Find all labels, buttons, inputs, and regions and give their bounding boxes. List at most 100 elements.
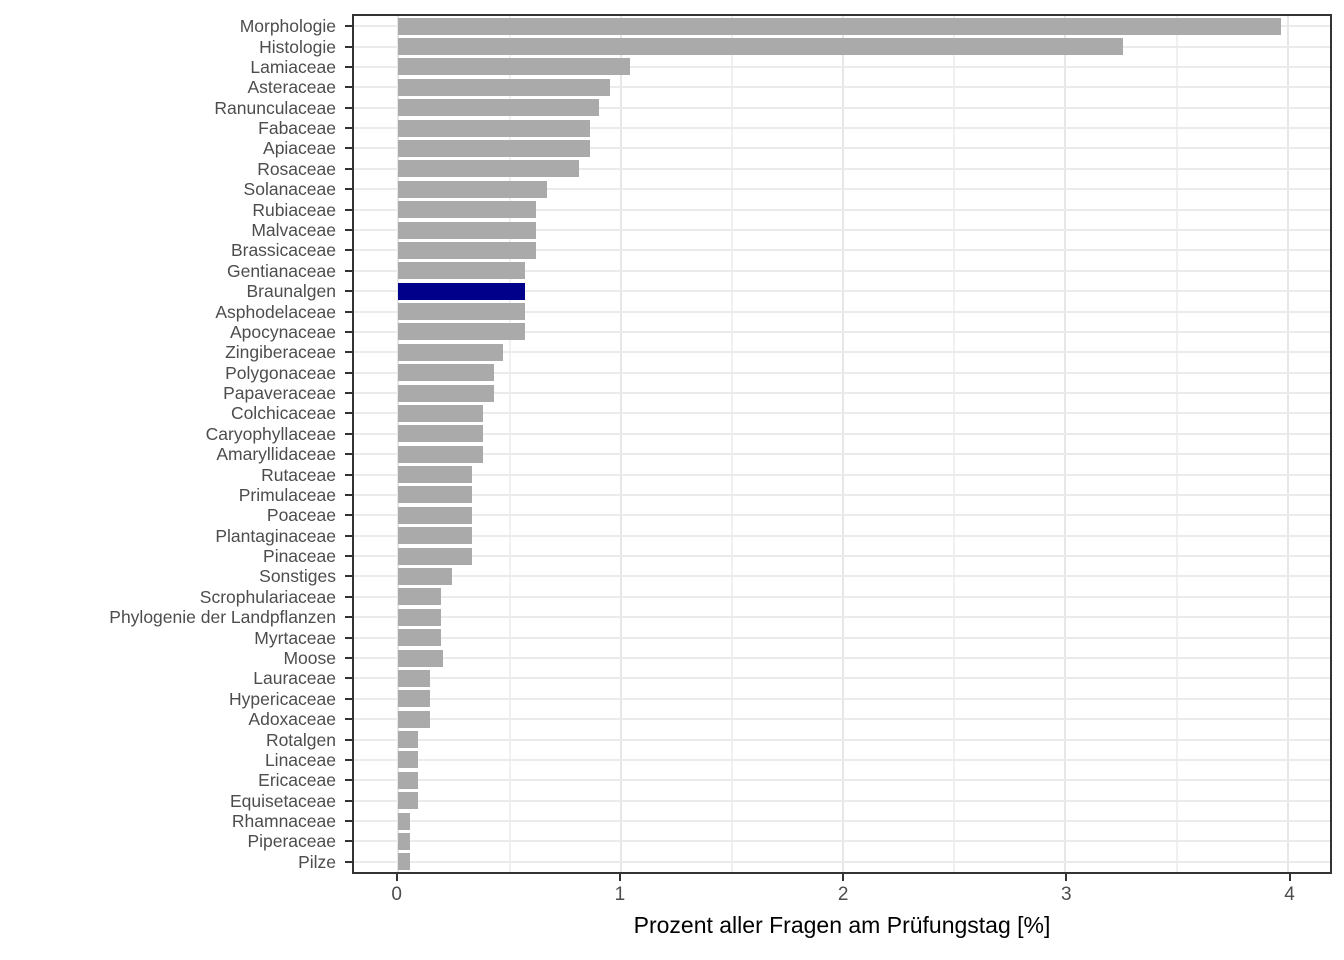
y-tick-label: Myrtaceae [254, 627, 336, 648]
y-tick-label: Brassicaceae [230, 240, 336, 261]
y-tick-mark [345, 616, 352, 619]
gridline-major-y [354, 167, 1330, 170]
bar-moose [398, 649, 443, 667]
bar-scrophulariaceae [398, 588, 441, 606]
y-tick-mark [345, 412, 352, 415]
gridline-major-y [354, 392, 1330, 395]
y-tick-mark [345, 820, 352, 823]
gridline-major-y [354, 127, 1330, 130]
y-tick-label: Pinaceae [263, 546, 336, 567]
gridline-major-y [354, 595, 1330, 598]
y-tick-label: Morphologie [239, 16, 336, 37]
gridline-major-y [354, 493, 1330, 496]
y-tick-mark [345, 167, 352, 170]
bar-primulaceae [398, 486, 472, 504]
gridline-major-y [354, 779, 1330, 782]
bar-poaceae [398, 506, 472, 524]
y-tick-mark [345, 840, 352, 843]
x-tick-label: 3 [1061, 884, 1072, 905]
gridline-major-x [1064, 16, 1067, 872]
y-tick-label: Scrophulariaceae [199, 586, 336, 607]
y-tick-label: Lamiaceae [250, 56, 336, 77]
y-tick-label: Apocynaceae [229, 321, 336, 342]
y-tick-mark [345, 453, 352, 456]
gridline-major-y [354, 534, 1330, 537]
y-tick-label: Histologie [259, 36, 336, 57]
y-tick-mark [345, 229, 352, 231]
y-tick-mark [345, 677, 352, 680]
y-tick-label: Pilze [298, 851, 336, 872]
bar-pinaceae [398, 547, 472, 565]
gridline-major-y [354, 697, 1330, 700]
y-tick-label: Rosaceae [257, 158, 336, 179]
bar-rhamnaceae [398, 812, 410, 830]
y-tick-label: Piperaceae [247, 831, 336, 852]
y-tick-mark [345, 45, 352, 48]
bar-malvaceae [398, 221, 537, 239]
gridline-major-x [619, 16, 622, 872]
bar-equisetaceae [398, 792, 419, 810]
x-axis: 0 1 2 3 4 [352, 874, 1332, 914]
y-tick-label: Rotalgen [265, 729, 336, 750]
y-tick-label: Plantaginaceae [215, 525, 336, 546]
bar-gentianaceae [398, 262, 526, 280]
gridline-major-y [354, 106, 1330, 109]
gridline-major-y [354, 758, 1330, 761]
y-tick-label: Malvaceae [251, 220, 336, 240]
plot-panel [352, 14, 1332, 874]
y-tick-mark [345, 779, 352, 782]
gridline-major-y [354, 65, 1330, 68]
gridline-major-y [354, 616, 1330, 619]
y-tick-label: Phylogenie der Landpflanzen [109, 607, 336, 628]
y-tick-mark [345, 188, 352, 191]
bar-fabaceae [398, 119, 590, 137]
y-tick-mark [345, 514, 352, 517]
y-tick-label: Sonstiges [259, 566, 336, 587]
gridline-minor-x [730, 16, 733, 872]
gridline-major-x [397, 16, 400, 872]
y-tick-label: Zingiberaceae [225, 342, 336, 363]
y-tick-mark [345, 65, 352, 68]
bar-ranunculaceae [398, 99, 599, 117]
y-tick-label: Poaceae [266, 505, 336, 526]
gridline-major-y [354, 290, 1330, 293]
y-tick-mark [345, 249, 352, 252]
y-tick-mark [345, 595, 352, 598]
y-tick-label: Solanaceae [243, 179, 336, 200]
x-tick-mark [1065, 874, 1068, 881]
bar-asteraceae [398, 78, 610, 96]
bar-amaryllidaceae [398, 445, 483, 463]
gridline-major-y [354, 208, 1330, 211]
y-tick-mark [345, 208, 352, 211]
bar-adoxaceae [398, 710, 430, 728]
bar-rotalgen [398, 731, 419, 749]
bar-caryophyllaceae [398, 425, 483, 443]
gridline-major-y [354, 432, 1330, 435]
bar-colchicaceae [398, 404, 483, 422]
gridline-major-y [354, 229, 1330, 231]
gridline-major-y [354, 657, 1330, 659]
gridline-major-x [1286, 16, 1289, 872]
bar-phylogenie-der-landpflanzen [398, 608, 441, 626]
y-tick-mark [345, 310, 352, 313]
y-tick-label: Gentianaceae [227, 260, 336, 281]
bar-sonstiges [398, 567, 452, 585]
y-tick-label: Papaveraceae [223, 383, 336, 404]
gridline-major-y [354, 738, 1330, 741]
y-tick-mark [345, 860, 352, 863]
bar-zingiberaceae [398, 343, 503, 361]
y-tick-label: Asteraceae [247, 77, 336, 98]
gridline-major-y [354, 188, 1330, 191]
bar-lauraceae [398, 669, 430, 687]
gridline-major-y [354, 453, 1330, 456]
gridline-major-y [354, 514, 1330, 517]
y-tick-mark [345, 799, 352, 802]
y-tick-label: Colchicaceae [230, 403, 336, 424]
y-tick-label: Hypericaceae [229, 688, 336, 709]
y-tick-label: Polygonaceae [225, 362, 336, 383]
bar-apiaceae [398, 139, 590, 157]
bar-lamiaceae [398, 58, 630, 76]
bar-asphodelaceae [398, 303, 526, 321]
bar-myrtaceae [398, 629, 441, 647]
